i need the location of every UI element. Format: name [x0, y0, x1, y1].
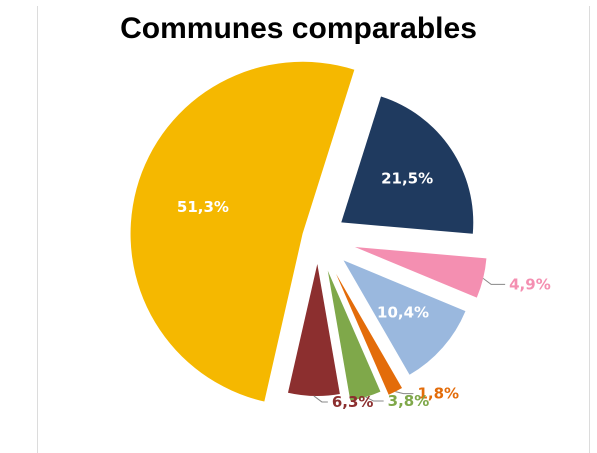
label-leader-line [482, 277, 506, 285]
slice-label: 1,8% [417, 385, 459, 403]
slice-label: 10,4% [377, 304, 429, 322]
pie-slice [130, 61, 355, 402]
label-leader-line [395, 391, 414, 395]
pie-slice [327, 270, 381, 401]
pie-slice [343, 260, 466, 375]
pie-slice [341, 96, 474, 234]
slice-label: 4,9% [509, 275, 551, 293]
slice-label: 51,3% [177, 198, 229, 216]
chart-panel [37, 6, 590, 453]
pie-slice [354, 247, 487, 298]
slice-label: 3,8% [388, 392, 430, 410]
pie-slice [336, 273, 403, 395]
slice-label: 21,5% [381, 169, 433, 187]
pie-slice [287, 263, 340, 396]
label-leader-line [313, 395, 328, 403]
label-leader-line [365, 396, 384, 402]
chart-title: Communes comparables [120, 12, 477, 45]
slice-label: 6,3% [332, 393, 374, 411]
